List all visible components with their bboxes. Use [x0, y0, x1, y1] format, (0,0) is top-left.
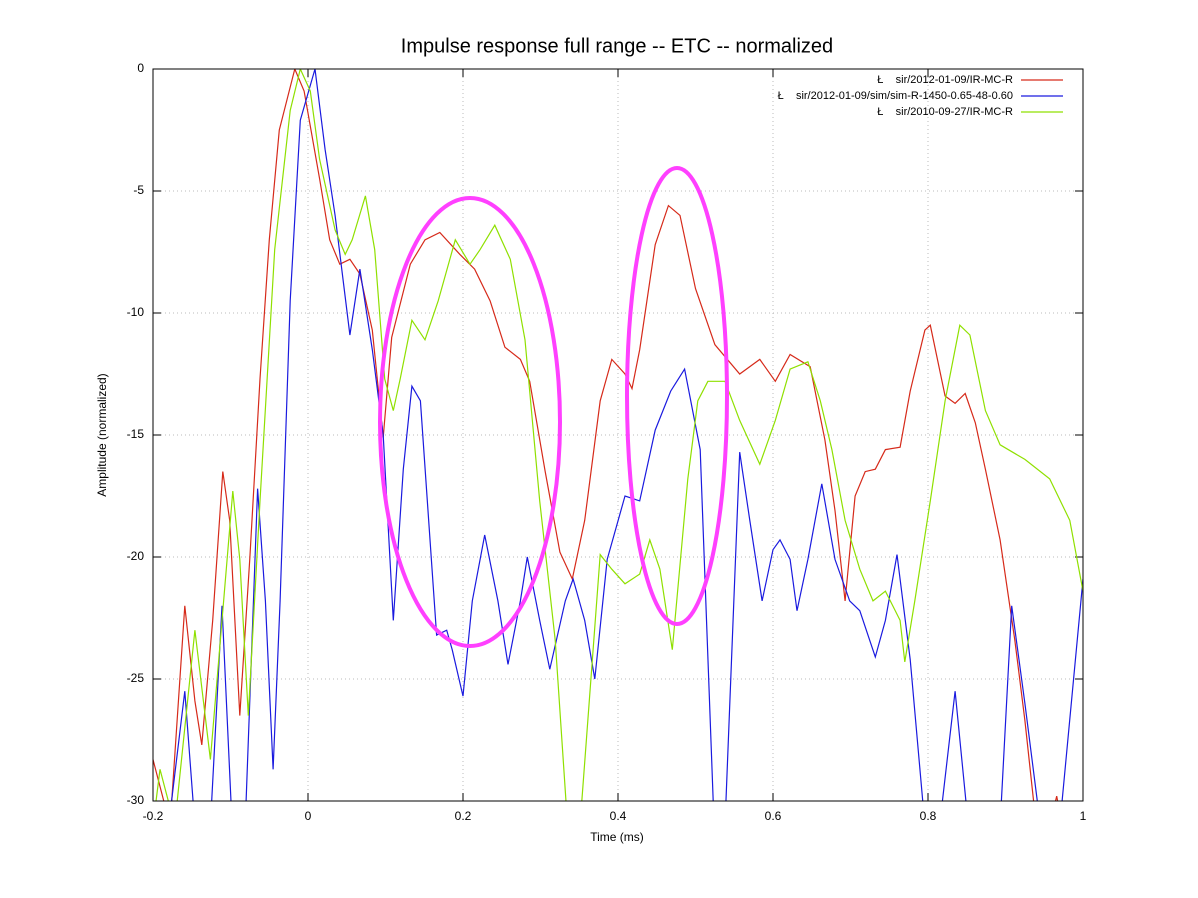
x-tick-label: 0.8 — [920, 809, 937, 823]
series-line — [153, 69, 1059, 801]
y-tick-label: -5 — [133, 183, 144, 197]
y-tick-label: -15 — [127, 427, 145, 441]
y-tick-label: -30 — [127, 793, 145, 807]
x-tick-label: -0.2 — [143, 809, 164, 823]
series-line — [170, 69, 1083, 801]
y-axis-label: Amplitude (normalized) — [95, 373, 109, 496]
legend-label: Ł sir/2012-01-09/sim/sim-R-1450-0.65-48-… — [778, 90, 1013, 102]
y-tick-label: -25 — [127, 671, 145, 685]
x-tick-label: 1 — [1080, 809, 1087, 823]
y-tick-label: -10 — [127, 305, 145, 319]
chart-title: Impulse response full range -- ETC -- no… — [401, 35, 833, 57]
y-tick-label: -20 — [127, 549, 145, 563]
y-tick-label: 0 — [137, 61, 144, 75]
x-axis-label: Time (ms) — [590, 830, 644, 844]
series-line — [155, 69, 1083, 801]
annotation-ellipse — [625, 166, 729, 626]
x-tick-label: 0.2 — [455, 809, 472, 823]
legend: Ł sir/2012-01-09/IR-MC-R Ł sir/2012-01-09… — [778, 74, 1063, 118]
annotation-ellipse — [378, 196, 562, 648]
x-tick-label: 0.6 — [765, 809, 782, 823]
legend-label: Ł sir/2010-09-27/IR-MC-R — [877, 106, 1013, 118]
plot-frame — [152, 68, 1084, 802]
x-tick-label: 0 — [305, 809, 312, 823]
plot-lines — [153, 69, 1083, 801]
legend-label: Ł sir/2012-01-09/IR-MC-R — [877, 74, 1013, 86]
x-tick-label: 0.4 — [610, 809, 627, 823]
